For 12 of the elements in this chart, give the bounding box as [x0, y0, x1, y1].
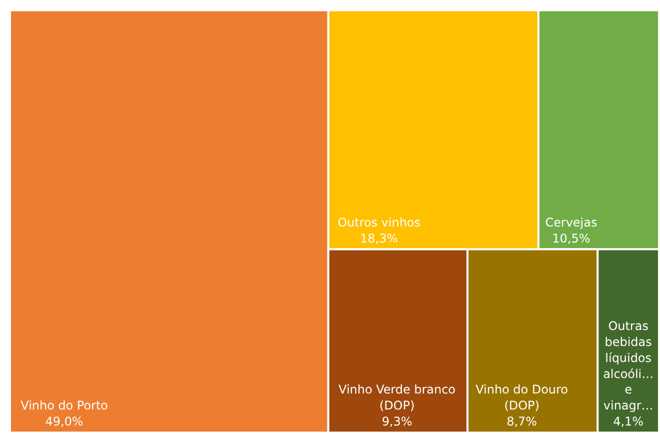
data-label: 8,7%: [506, 414, 538, 429]
category-label: Vinho do Porto: [20, 398, 108, 413]
category-label: Outras bebidas líquidos alcoóli… e vinagr…: [603, 318, 654, 413]
data-label: 10,5%: [552, 231, 590, 246]
data-label: 4,1%: [613, 414, 644, 429]
category-label: Vinho Verde branco (DOP): [338, 382, 456, 413]
category-label: Vinho do Douro (DOP): [476, 382, 568, 413]
data-label: 9,3%: [382, 414, 412, 429]
category-label: Cervejas: [545, 215, 598, 230]
data-label: 49,0%: [45, 414, 84, 429]
category-label: Outros vinhos: [338, 215, 420, 230]
data-label: 18,3%: [360, 231, 398, 246]
